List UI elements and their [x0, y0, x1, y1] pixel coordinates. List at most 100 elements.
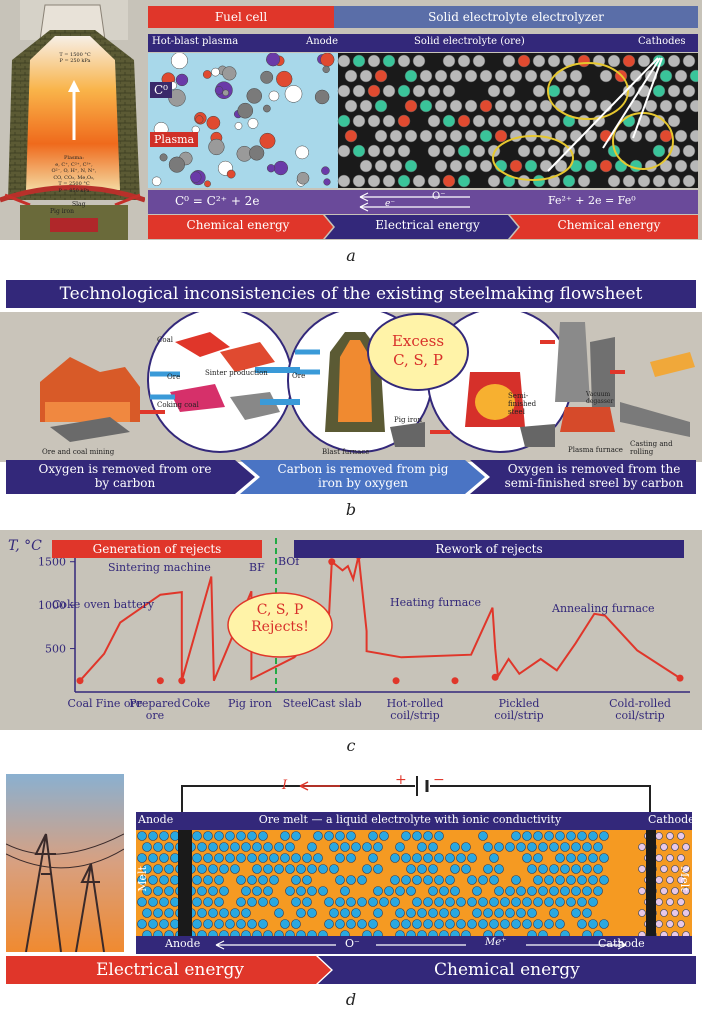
- melt-ion: [296, 864, 306, 874]
- melt-ion: [417, 908, 427, 918]
- melt-ion: [588, 831, 598, 841]
- ion-particle: [524, 159, 538, 173]
- coke-oven-label: Coke oven battery: [52, 598, 155, 611]
- solid-electrolyte-label: Solid electrolyte (ore): [414, 36, 525, 47]
- plasma-particle: [263, 104, 271, 113]
- melt-ion: [263, 864, 273, 874]
- melt-ion: [566, 897, 576, 907]
- y-tick-label: 1000: [38, 599, 66, 612]
- ion-particle: [367, 174, 381, 188]
- melt-ion: [412, 875, 422, 885]
- oxygen-removed-steel: Oxygen is removed from the semi-finished…: [504, 462, 684, 490]
- ion-particle: [622, 54, 636, 68]
- melt-ion: [148, 831, 158, 841]
- ion-particle: [434, 159, 448, 173]
- melt-ion: [263, 930, 273, 936]
- plasma-particle: [170, 53, 188, 70]
- melt-ion: [241, 908, 251, 918]
- plasma-line-2: e, C⁺, C²⁺, C³⁺,: [55, 161, 93, 168]
- melt-ion: [313, 831, 323, 841]
- melt-ion: [214, 875, 224, 885]
- melt-ion: [159, 875, 169, 885]
- melt-ion: [445, 853, 455, 863]
- melt-ion: [241, 886, 251, 896]
- melt-ion: [406, 930, 416, 936]
- melt-ion: [192, 853, 202, 863]
- bubble-rejects: Rejects!: [251, 619, 309, 635]
- plasma-particle: [211, 67, 220, 77]
- melt-ion: [655, 854, 663, 862]
- melt-ion: [274, 842, 284, 852]
- melt-ion: [142, 842, 152, 852]
- melt-ion: [555, 853, 565, 863]
- ion-particle: [674, 69, 688, 83]
- ion-particle: [374, 159, 388, 173]
- melt-ion: [214, 831, 224, 841]
- plasma-particle: [249, 145, 265, 161]
- melt-ion: [324, 897, 334, 907]
- melt-ion: [660, 931, 668, 936]
- ion-particle: [637, 54, 651, 68]
- melt-ion: [450, 930, 460, 936]
- melt-ion: [318, 930, 328, 936]
- ion-particle: [487, 174, 501, 188]
- melt-ion: [335, 919, 345, 929]
- melt-ion: [280, 853, 290, 863]
- process-marker: [156, 677, 164, 685]
- melt-ion: [450, 842, 460, 852]
- melt-ion: [660, 887, 668, 895]
- melt-ion: [390, 919, 400, 929]
- ion-particle: [547, 84, 561, 98]
- melt-ion: [560, 930, 570, 936]
- ion-particle: [442, 84, 456, 98]
- melt-ion: [302, 875, 312, 885]
- plasma-particle: [268, 90, 280, 102]
- ion-particle: [577, 144, 591, 158]
- ion-particle: [404, 99, 418, 113]
- melt-ion: [655, 898, 663, 906]
- ion-flow-arrows-d: [215, 940, 627, 950]
- melt-ion: [346, 919, 356, 929]
- ion-particle: [449, 129, 463, 143]
- melt-ion: [450, 886, 460, 896]
- ion-particle: [382, 144, 396, 158]
- melt-ion: [291, 875, 301, 885]
- process-marker: [76, 677, 84, 685]
- ore-label-b2: Ore: [292, 372, 306, 380]
- melt-ion: [494, 908, 504, 918]
- ion-particle: [337, 84, 351, 98]
- melt-ion: [489, 853, 499, 863]
- melt-ion: [588, 919, 598, 929]
- melt-ion: [258, 897, 268, 907]
- ion-particle: [584, 99, 598, 113]
- ion-particle: [367, 84, 381, 98]
- melt-ion: [483, 908, 493, 918]
- melt-ion: [247, 853, 257, 863]
- process-marker: [328, 558, 336, 566]
- melt-ion: [291, 831, 301, 841]
- melt-ion: [560, 864, 570, 874]
- melt-ion: [456, 853, 466, 863]
- melt-ion: [472, 908, 482, 918]
- plasma-particle: [222, 89, 229, 97]
- ion-particle: [464, 99, 478, 113]
- ion-particle: [404, 129, 418, 143]
- melt-ion: [137, 853, 147, 863]
- melt-ion: [516, 886, 526, 896]
- process-marker: [392, 677, 400, 685]
- melt-ion: [197, 842, 207, 852]
- melt-ion: [148, 853, 158, 863]
- bof-label: BOf: [278, 555, 300, 568]
- melt-ion: [247, 831, 257, 841]
- ion-particle: [674, 159, 688, 173]
- melt-ion: [428, 930, 438, 936]
- panel-b: Technological inconsistencies of the exi…: [0, 276, 702, 494]
- excess-csp-label: C, S, P: [393, 351, 443, 369]
- ion-particle: [374, 69, 388, 83]
- melt-ion: [588, 853, 598, 863]
- plasma-particle: [273, 160, 289, 176]
- plasma-particle: [259, 132, 276, 149]
- melt-ion: [577, 875, 587, 885]
- ion-particle: [682, 174, 696, 188]
- melt-ion: [335, 897, 345, 907]
